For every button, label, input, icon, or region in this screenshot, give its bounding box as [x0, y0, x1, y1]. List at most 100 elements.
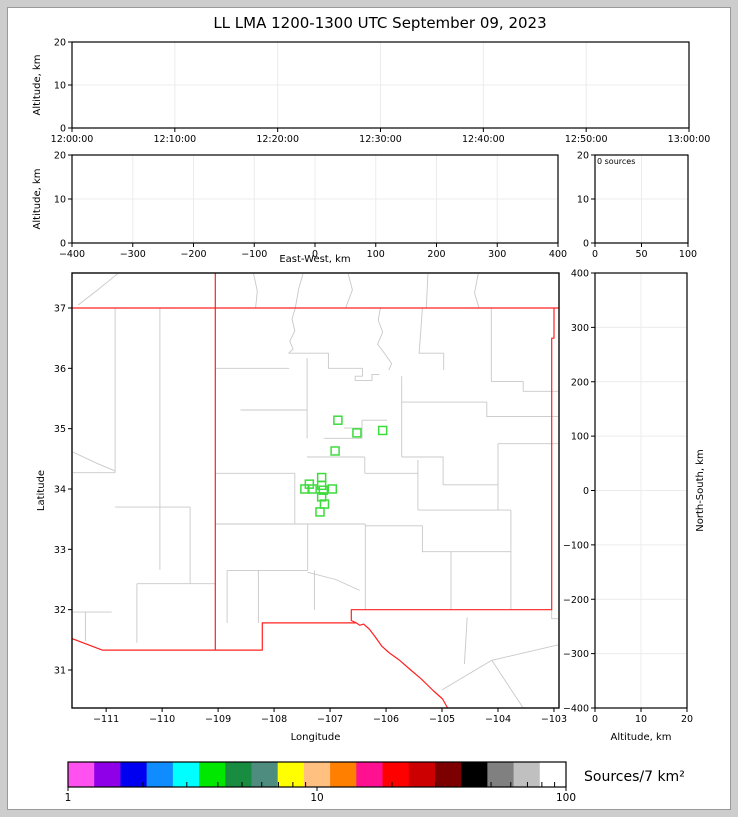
- colorbar-tick-label: 1: [65, 792, 72, 804]
- x-tick-label: 12:30:00: [359, 134, 402, 145]
- x-tick-label: 100: [679, 249, 697, 260]
- map-layers: [72, 273, 559, 708]
- panel-frame: [71, 272, 560, 709]
- y-tick-label: 20: [54, 151, 66, 162]
- panel-plan-view-map: −111 −110 −109 −108 −107 −106 −105 −104 −103 31 32…: [36, 272, 567, 743]
- y-tick-label: −300: [563, 649, 589, 660]
- county-boundary: [252, 273, 258, 309]
- station-marker: [315, 507, 325, 517]
- colorbar-segment: [225, 762, 252, 787]
- x-tick-label: 0: [312, 249, 318, 260]
- colorbar-segment: [539, 762, 567, 787]
- figure-title: LL LMA 1200-1300 UTC September 09, 2023: [213, 14, 546, 32]
- map-xlabel: Longitude: [291, 732, 341, 743]
- county-boundary: [463, 617, 468, 665]
- county-boundary: [491, 660, 524, 708]
- state-boundary: [215, 622, 357, 651]
- colorbar-tick-label: 10: [310, 792, 323, 804]
- y-tick-label: 32: [54, 605, 66, 616]
- x-tick-label: 13:00:00: [668, 134, 711, 145]
- x-tick-label: 0: [592, 714, 598, 725]
- y-tick-label: 36: [54, 364, 66, 375]
- x-tick-label: −300: [120, 249, 146, 260]
- county-boundary: [401, 456, 498, 486]
- county-boundary: [491, 381, 559, 392]
- colorbar-segment: [408, 762, 436, 787]
- x-tick-label: −107: [317, 714, 343, 725]
- x-tick-label: −100: [241, 249, 267, 260]
- y-tick-label: 34: [54, 484, 66, 495]
- y-tick-label: 0: [60, 124, 66, 135]
- state-boundary: [356, 622, 449, 708]
- colorbar-segment: [277, 762, 305, 787]
- x-tick-label: 12:10:00: [153, 134, 196, 145]
- x-tick-label: −106: [373, 714, 399, 725]
- county-boundary: [323, 420, 363, 439]
- state-boundary: [72, 638, 216, 651]
- colorbar: 1 10 100 Sources/7 km²: [65, 761, 685, 804]
- station-marker: [377, 425, 388, 436]
- time-panel-ylabel: Altitude, km: [32, 55, 43, 116]
- colorbar-segment: [461, 762, 488, 787]
- station-marker: [318, 485, 329, 495]
- colorbar-segment: [330, 762, 357, 787]
- ew-panel-xlabel: East-West, km: [279, 254, 350, 265]
- ew-panel-ylabel: Altitude, km: [32, 169, 43, 230]
- colorbar-segment: [356, 762, 384, 787]
- source-count-annotation: 0 sources: [597, 157, 635, 166]
- colorbar-segment: [434, 762, 462, 787]
- county-boundary: [425, 273, 429, 309]
- colorbar-segment: [487, 762, 515, 787]
- x-tick-label: 200: [427, 249, 445, 260]
- x-tick-label: 20: [681, 714, 693, 725]
- county-boundary: [365, 525, 451, 553]
- county-boundary: [294, 273, 304, 309]
- y-tick-label: 20: [577, 151, 589, 162]
- x-tick-label: −104: [485, 714, 511, 725]
- y-tick-label: 0: [583, 486, 589, 497]
- station-marker: [333, 415, 343, 425]
- y-tick-label: 31: [54, 665, 66, 676]
- y-tick-label: −100: [563, 540, 589, 551]
- station-marker: [316, 480, 327, 491]
- y-tick-label: 200: [571, 377, 589, 388]
- y-tick-label: 100: [571, 432, 589, 443]
- colorbar-label: Sources/7 km²: [584, 769, 685, 785]
- x-tick-label: −200: [180, 249, 206, 260]
- y-tick-label: 400: [571, 269, 589, 280]
- y-tick-label: 20: [54, 38, 66, 49]
- y-tick-label: −200: [563, 595, 589, 606]
- panel-ew-height: −400 −300 −200 −100 0 100 200 300 400 0 10 20 Altitu…: [32, 151, 567, 266]
- x-tick-label: −109: [205, 714, 231, 725]
- y-tick-label: 0: [583, 239, 589, 250]
- county-boundary: [288, 307, 296, 354]
- station-marker: [352, 428, 362, 438]
- y-tick-label: 300: [571, 323, 589, 334]
- colorbar-segment: [68, 762, 95, 787]
- x-tick-label: −108: [261, 714, 287, 725]
- ns-panel-xlabel: Altitude, km: [611, 732, 672, 743]
- colorbar-tick-label: 100: [556, 792, 576, 804]
- map-ylabel: Latitude: [36, 470, 47, 511]
- y-tick-label: 0: [60, 239, 66, 250]
- x-tick-label: 100: [367, 249, 385, 260]
- x-tick-label: −400: [59, 249, 85, 260]
- x-tick-label: −111: [93, 714, 119, 725]
- x-tick-label: 12:50:00: [565, 134, 608, 145]
- y-tick-label: −400: [563, 704, 589, 715]
- colorbar-segment: [146, 762, 174, 787]
- x-tick-label: −105: [429, 714, 455, 725]
- x-tick-label: 50: [635, 249, 647, 260]
- panel-ns-height: 0 10 20 −400 −300 −200 −100 0 100 200 300 400 Altitu…: [563, 269, 706, 744]
- y-tick-label: 35: [54, 424, 66, 435]
- county-boundary: [345, 273, 353, 309]
- county-boundary: [72, 451, 116, 472]
- panel-time-height: 12:00:00 12:10:00 12:20:00 12:30:00 12:40:00…: [32, 38, 710, 146]
- x-tick-label: 12:20:00: [256, 134, 299, 145]
- county-boundary: [77, 273, 119, 306]
- colorbar-segment: [303, 762, 331, 787]
- x-tick-label: 0: [592, 249, 598, 260]
- x-tick-label: −103: [541, 714, 567, 725]
- station-marker: [330, 446, 340, 456]
